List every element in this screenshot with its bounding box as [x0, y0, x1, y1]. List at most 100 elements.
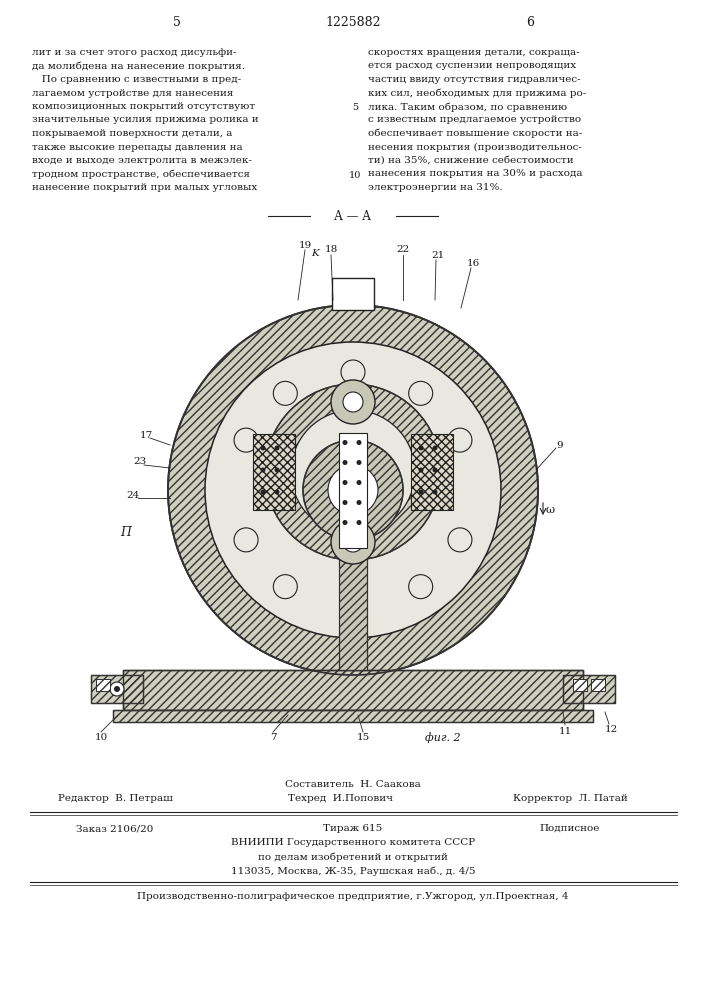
- Circle shape: [274, 575, 298, 599]
- Text: Производственно-полиграфическое предприятие, г.Ужгород, ул.Проектная, 4: Производственно-полиграфическое предприя…: [137, 892, 568, 901]
- Circle shape: [433, 489, 438, 494]
- Text: несения покрытия (производительнос-: несения покрытия (производительнос-: [368, 142, 582, 152]
- Text: 12: 12: [604, 726, 618, 734]
- Bar: [113, 710, 593, 722]
- Circle shape: [168, 305, 538, 675]
- Circle shape: [448, 428, 472, 452]
- Circle shape: [409, 575, 433, 599]
- Circle shape: [356, 520, 361, 525]
- Text: 5: 5: [352, 104, 358, 112]
- Circle shape: [356, 460, 361, 465]
- Circle shape: [265, 384, 441, 560]
- Text: 0: 0: [320, 540, 327, 550]
- Circle shape: [356, 500, 361, 505]
- Circle shape: [260, 446, 266, 450]
- Circle shape: [342, 520, 348, 525]
- Text: 5: 5: [173, 15, 181, 28]
- Circle shape: [274, 468, 279, 473]
- Bar: [411, 434, 453, 510]
- Text: П: П: [121, 526, 132, 538]
- Text: с известным предлагаемое устройство: с известным предлагаемое устройство: [368, 115, 581, 124]
- Text: лика. Таким образом, по сравнению: лика. Таким образом, по сравнению: [368, 102, 567, 111]
- Circle shape: [331, 520, 375, 564]
- Bar: [573, 679, 587, 691]
- Circle shape: [356, 440, 361, 445]
- Bar: [91, 675, 143, 703]
- Text: 21: 21: [431, 250, 445, 259]
- Bar: [339, 540, 367, 670]
- Bar: [563, 675, 615, 703]
- Text: ВНИИПИ Государственного комитета СССР: ВНИИПИ Государственного комитета СССР: [231, 838, 475, 847]
- Text: по делам изобретений и открытий: по делам изобретений и открытий: [258, 852, 448, 861]
- Circle shape: [409, 381, 433, 405]
- Text: 17: 17: [139, 430, 153, 440]
- Bar: [339, 432, 367, 548]
- Circle shape: [260, 489, 266, 494]
- Circle shape: [342, 500, 348, 505]
- Text: 23: 23: [134, 458, 146, 466]
- Circle shape: [356, 480, 361, 485]
- Bar: [339, 540, 367, 670]
- Text: 22: 22: [397, 245, 409, 254]
- Circle shape: [448, 528, 472, 552]
- Text: Тираж 615: Тираж 615: [323, 824, 382, 833]
- Circle shape: [419, 489, 423, 494]
- Text: входе и выходе электролита в межэлек-: входе и выходе электролита в межэлек-: [32, 156, 252, 165]
- Circle shape: [234, 528, 258, 552]
- Text: ется расход суспензии непроводящих: ется расход суспензии непроводящих: [368, 62, 576, 70]
- Text: нанесения покрытия на 30% и расхода: нанесения покрытия на 30% и расхода: [368, 169, 583, 178]
- Text: Техред  И.Попович: Техред И.Попович: [288, 794, 392, 803]
- Text: E: E: [486, 454, 495, 466]
- Circle shape: [234, 428, 258, 452]
- Text: лит и за счет этого расход дисульфи-: лит и за счет этого расход дисульфи-: [32, 48, 237, 57]
- Circle shape: [433, 446, 438, 450]
- Circle shape: [114, 686, 120, 692]
- Bar: [91, 675, 143, 703]
- Bar: [591, 679, 605, 691]
- Text: ких сил, необходимых для прижима ро-: ких сил, необходимых для прижима ро-: [368, 89, 586, 98]
- Circle shape: [274, 489, 279, 494]
- Circle shape: [260, 468, 266, 473]
- Text: да молибдена на нанесение покрытия.: да молибдена на нанесение покрытия.: [32, 62, 245, 71]
- Text: покрываемой поверхности детали, а: покрываемой поверхности детали, а: [32, 129, 233, 138]
- Circle shape: [342, 480, 348, 485]
- Text: 18: 18: [325, 245, 338, 254]
- Text: 10: 10: [94, 734, 107, 742]
- Text: 7: 7: [269, 734, 276, 742]
- Text: композиционных покрытий отсутствуют: композиционных покрытий отсутствуют: [32, 102, 255, 111]
- Text: Корректор  Л. Патай: Корректор Л. Патай: [513, 794, 627, 803]
- Text: 6: 6: [526, 15, 534, 28]
- Circle shape: [303, 440, 403, 540]
- Text: электроэнергии на 31%.: электроэнергии на 31%.: [368, 183, 503, 192]
- Text: 9: 9: [556, 440, 563, 450]
- Text: 11: 11: [559, 728, 572, 736]
- Bar: [332, 278, 374, 310]
- Bar: [113, 710, 593, 722]
- Circle shape: [419, 446, 423, 450]
- Bar: [573, 679, 587, 691]
- Text: значительные усилия прижима ролика и: значительные усилия прижима ролика и: [32, 115, 259, 124]
- Text: фиг. 2: фиг. 2: [425, 733, 461, 743]
- Text: По сравнению с известными в пред-: По сравнению с известными в пред-: [32, 75, 241, 84]
- Text: обеспечивает повышение скорости на-: обеспечивает повышение скорости на-: [368, 129, 583, 138]
- Bar: [591, 679, 605, 691]
- Text: ти) на 35%, снижение себестоимости: ти) на 35%, снижение себестоимости: [368, 156, 573, 165]
- Text: Составитель  Н. Саакова: Составитель Н. Саакова: [285, 780, 421, 789]
- Circle shape: [342, 440, 348, 445]
- Circle shape: [343, 392, 363, 412]
- Circle shape: [433, 468, 438, 473]
- Text: тродном пространстве, обеспечивается: тродном пространстве, обеспечивается: [32, 169, 250, 179]
- Circle shape: [419, 468, 423, 473]
- Text: частиц ввиду отсутствия гидравличес-: частиц ввиду отсутствия гидравличес-: [368, 75, 580, 84]
- Text: А — А: А — А: [334, 210, 371, 223]
- Text: 15: 15: [356, 734, 370, 742]
- Bar: [123, 670, 583, 710]
- Text: нанесение покрытий при малых угловых: нанесение покрытий при малых угловых: [32, 183, 257, 192]
- Text: лагаемом устройстве для нанесения: лагаемом устройстве для нанесения: [32, 89, 233, 98]
- Circle shape: [291, 410, 415, 534]
- Circle shape: [274, 381, 298, 405]
- Text: Заказ 2106/20: Заказ 2106/20: [76, 824, 153, 833]
- Circle shape: [342, 460, 348, 465]
- Text: 10: 10: [349, 171, 361, 180]
- Text: 16: 16: [467, 258, 479, 267]
